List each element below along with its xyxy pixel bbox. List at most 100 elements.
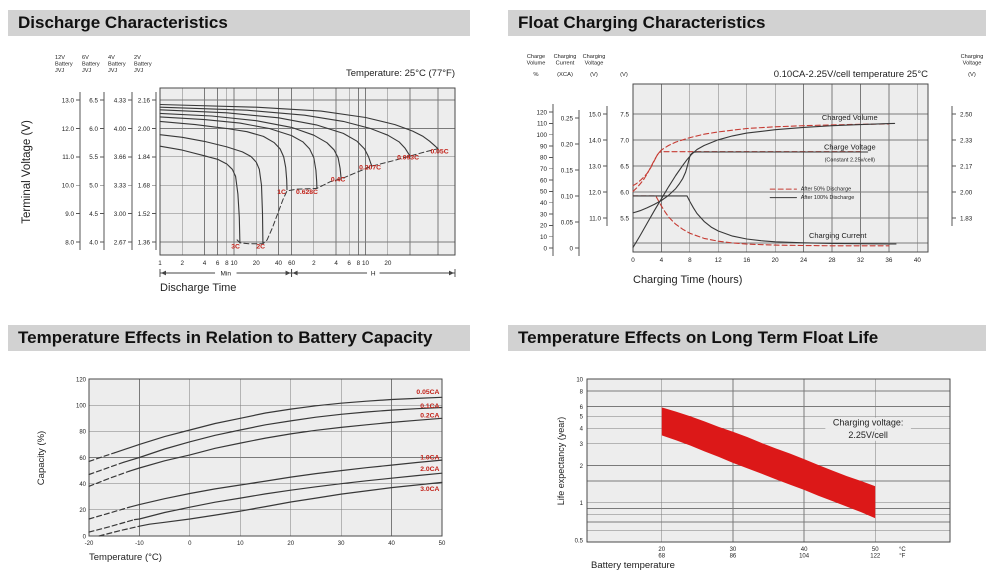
scale-tick-label: 4.00 [114, 126, 127, 133]
axis-tick-label: 6.0 [620, 189, 629, 196]
series-path-charging-current-after-50pct [632, 195, 890, 247]
axis-tick-label: 20 [79, 508, 86, 514]
chart-label: 0.2CA [420, 413, 439, 420]
plot-border [632, 83, 929, 253]
section-header-temp-capacity: Temperature Effects in Relation to Batte… [8, 325, 470, 351]
scale-tick-label: 3.66 [114, 154, 127, 161]
scale-unit-label: (V) [590, 72, 598, 78]
chart-label: 2C [256, 243, 265, 250]
series-path-1C [159, 120, 288, 191]
plot-background [633, 84, 928, 252]
scale-tick-label: 15.0 [589, 111, 602, 118]
series-path-1.0CA-dashed [88, 506, 130, 520]
scale-title-line: 2V [134, 55, 141, 61]
chart-label: Charging voltage: [833, 418, 904, 428]
axis-tick-label: 5 [580, 415, 584, 421]
axis-tick-label: 3 [580, 442, 584, 448]
chart-label: 2.25V/cell [848, 430, 888, 440]
series-path-0.093C [159, 106, 411, 157]
axis-tick-label: 7.5 [620, 111, 629, 118]
series-path-0.05CA-dashed [88, 452, 115, 462]
unit-bracket-label-bg [367, 268, 380, 278]
scale-tick-label: 14.0 [589, 137, 602, 144]
x-tick-label: 8 [688, 257, 692, 264]
chart-label: Life expectancy (year) [556, 417, 566, 506]
x-tick-label: 50 [872, 547, 879, 553]
scale-tick-label: 1.52 [138, 211, 151, 218]
chart-label: 3.0CA [420, 486, 439, 493]
x-tick-label: 28 [829, 257, 837, 264]
scale-tick-label: 60 [540, 177, 548, 184]
chart-label: 0.05C [430, 149, 448, 156]
chart-label: Discharge Time [160, 282, 236, 294]
scale-tick-label: 2.33 [960, 137, 973, 144]
axis-tick-label: 1 [580, 501, 584, 507]
series-path-0.2CA [128, 417, 443, 472]
x-tick-label: 30 [338, 541, 345, 547]
scale-unit-label: (V) [968, 72, 976, 78]
scale-tick-label: 11.0 [589, 215, 601, 222]
scale-tick-label: 1.68 [138, 183, 151, 190]
axis-tick-label: 5.5 [620, 215, 629, 222]
chart-label: 0.628C [296, 189, 318, 196]
chart-label: Charged Volume [822, 113, 878, 122]
scale-tick-label: 13.0 [62, 97, 75, 104]
plot-border [586, 378, 951, 543]
scale-title-line: 12V [55, 55, 65, 61]
chart-label: 0.4C [331, 177, 345, 184]
scale-title-line: Voltage [963, 61, 982, 67]
x-tick-label: 40 [388, 541, 395, 547]
x-tick-sublabel: 122 [870, 554, 881, 560]
series-path-charge-voltage-after-100pct [632, 151, 869, 214]
scale-title-line: Battery [108, 62, 126, 68]
scale-tick-label: 40 [540, 200, 548, 207]
series-path-3C [159, 145, 241, 244]
x-tick-sublabel: 68 [658, 554, 665, 560]
x-tick-label: 10 [362, 260, 370, 267]
series-path-0.1CA-dashed [88, 461, 125, 476]
chart-label: 1.0CA [420, 454, 439, 461]
unit-bracket-label: H [371, 270, 376, 277]
unit-bracket-arrow [449, 270, 454, 276]
x-tick-label: °C [899, 547, 906, 553]
scale-tick-label: 2.16 [138, 97, 151, 104]
scale-tick-label: 12.0 [62, 126, 75, 133]
x-tick-label: 40 [801, 547, 808, 553]
axis-tick-label: 60 [79, 456, 86, 462]
x-tick-label: 6 [347, 260, 351, 267]
x-tick-label: 20 [253, 260, 261, 267]
x-tick-label: 4 [660, 257, 664, 264]
x-tick-label: 0 [188, 541, 192, 547]
x-tick-label: 12 [715, 257, 723, 264]
scale-tick-label: 4.5 [89, 211, 98, 218]
scale-tick-label: 5.0 [89, 183, 98, 190]
plot-border [88, 378, 443, 537]
x-tick-label: 20 [658, 547, 665, 553]
scale-tick-label: 0.20 [561, 141, 574, 148]
series-path-0.05CA [113, 396, 443, 454]
scale-title-line: JVJ [82, 68, 92, 74]
x-tick-label: -10 [135, 541, 144, 547]
scale-tick-label: 11.0 [62, 154, 74, 161]
chart-label: 0.093C [397, 155, 419, 162]
series-path-3.0CA [138, 481, 443, 527]
x-tick-label: 6 [216, 260, 220, 267]
scale-title-line: Voltage [585, 61, 604, 67]
scale-tick-label: 1.36 [138, 239, 151, 246]
x-tick-label: 8 [357, 260, 361, 267]
series-path-0.2CA-dashed [88, 470, 130, 487]
x-tick-label: 24 [800, 257, 808, 264]
axis-tick-label: 6 [580, 405, 584, 411]
scale-tick-label: 13.0 [589, 163, 602, 170]
chart-label: After 100% Discharge [801, 195, 855, 201]
x-tick-label: 20 [384, 260, 392, 267]
scale-tick-label: 9.0 [65, 211, 74, 218]
section-header-float-charging: Float Charging Characteristics [508, 10, 986, 36]
scale-tick-label: 2.50 [960, 111, 973, 118]
axis-tick-label: 7.0 [620, 137, 629, 144]
unit-bracket-arrow [161, 270, 166, 276]
chart-label: 0.1CA [420, 403, 439, 410]
axis-tick-label: 2 [580, 464, 584, 470]
label-background [841, 429, 895, 441]
chart-label: 0.05CA [416, 389, 439, 396]
